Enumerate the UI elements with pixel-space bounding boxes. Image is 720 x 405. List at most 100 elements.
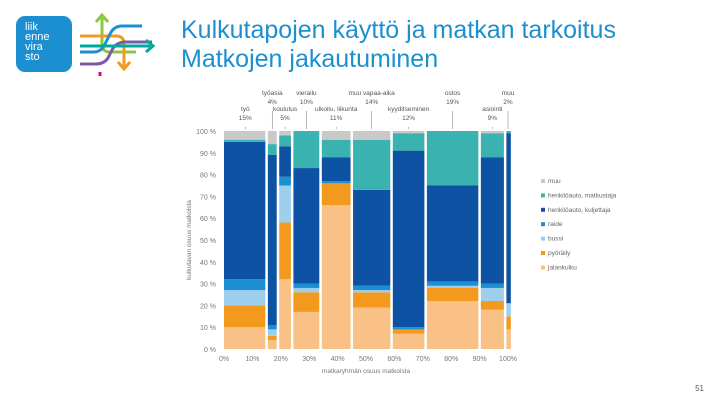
bar-segment-raide — [293, 283, 320, 288]
x-tick-label: 70% — [416, 356, 430, 363]
category-label: vierailu — [296, 90, 317, 97]
category-share-label: 2% — [503, 99, 513, 106]
category-share-label: 14% — [365, 99, 378, 106]
logo-line-3: vira — [25, 41, 43, 53]
bar-segment-henkiloauto_kuljettaja — [480, 157, 504, 284]
logo-line-4: sto — [25, 51, 40, 63]
bar-segment-henkiloauto_matkustaja — [321, 139, 351, 158]
bar-segment-jalankulku — [392, 333, 425, 349]
bar-segment-polkupyora — [267, 335, 277, 341]
category-label: työasia — [262, 90, 283, 97]
bar-segment-polkupyora — [392, 329, 425, 334]
legend-swatch-muu — [541, 179, 545, 183]
bar-segment-henkiloauto_kuljettaja — [353, 189, 391, 286]
y-tick-label: 0 % — [204, 347, 216, 354]
bar-segment-bussi — [267, 329, 277, 336]
bar-segment-bussi — [506, 303, 511, 317]
legend-label: raide — [548, 221, 563, 228]
category-share-label: 4% — [268, 99, 278, 106]
bar-segment-henkiloauto_kuljettaja — [279, 146, 291, 177]
bar-segment-muu — [321, 131, 351, 140]
legend-swatch-henkiloauto_kuljettaja — [541, 207, 545, 212]
x-tick-label: 100% — [499, 356, 517, 363]
page-number: 51 — [695, 384, 704, 393]
bar-segment-jalankulku — [224, 327, 266, 349]
bar-segment-polkupyora — [506, 316, 511, 330]
bar-segment-jalankulku — [267, 340, 277, 349]
bar-segment-jalankulku — [506, 329, 511, 349]
bar-segment-polkupyora — [279, 222, 291, 280]
legend-swatch-jalankulku — [541, 265, 545, 270]
x-tick-label: 50% — [359, 356, 373, 363]
category-share-label: 9% — [488, 115, 498, 122]
slide-title: Kulkutapojen käyttö ja matkan tarkoitus … — [181, 16, 616, 74]
logo-line-1: liik — [25, 21, 38, 33]
bar-segment-henkiloauto_matkustaja — [279, 135, 291, 147]
bar-segment-raide — [321, 181, 351, 184]
bar-segment-bussi — [224, 290, 266, 306]
bar-segment-henkiloauto_kuljettaja — [267, 154, 277, 326]
bar-segment-raide — [480, 283, 504, 288]
bar-segment-henkiloauto_matkustaja — [506, 131, 511, 134]
bar-segment-jalankulku — [279, 279, 291, 349]
bar-segment-jalankulku — [480, 309, 504, 349]
x-tick-label: 0% — [219, 356, 229, 363]
y-tick-label: 50 % — [200, 238, 216, 245]
bar-segment-henkiloauto_kuljettaja — [224, 141, 266, 280]
y-tick-label: 70 % — [200, 194, 216, 201]
bar-segment-raide — [392, 327, 425, 330]
bar-segment-polkupyora — [293, 292, 320, 312]
x-tick-label: 80% — [444, 356, 458, 363]
legend-swatch-henkiloauto_matkustaja — [541, 193, 545, 198]
bar-segment-polkupyora — [353, 292, 391, 308]
bar-segment-jalankulku — [321, 205, 351, 349]
bar-segment-muu — [392, 131, 425, 134]
y-tick-label: 60 % — [200, 216, 216, 223]
bar-segment-polkupyora — [480, 301, 504, 310]
bar-segment-henkiloauto_matkustaja — [224, 139, 266, 142]
category-label: ulkoilu, liikunta — [315, 106, 358, 113]
category-share-label: 5% — [280, 115, 290, 122]
bar-segment-bussi — [293, 287, 320, 293]
bar-segment-muu — [224, 131, 266, 140]
y-tick-label: 40 % — [200, 260, 216, 267]
bar-segment-polkupyora — [321, 183, 351, 206]
bar-segment-jalankulku — [293, 311, 320, 349]
title-line-2: Matkojen jakautuminen — [181, 45, 439, 73]
title-line-1: Kulkutapojen käyttö ja matkan tarkoitus — [181, 16, 616, 44]
logo-line-2: enne — [25, 31, 50, 43]
category-label: asiointi — [482, 106, 502, 113]
y-tick-label: 10 % — [200, 325, 216, 332]
category-label: työ — [241, 106, 250, 113]
x-tick-label: 20% — [274, 356, 288, 363]
x-tick-label: 30% — [302, 356, 316, 363]
category-label: ostos — [445, 90, 461, 97]
y-tick-label: 80 % — [200, 173, 216, 180]
bar-segment-bussi — [426, 285, 479, 288]
bar-segment-raide — [224, 279, 266, 291]
legend-swatch-raide — [541, 222, 545, 227]
legend-swatch-polkupyora — [541, 251, 545, 255]
legend-label: henkilöauto, kuljettaja — [548, 207, 611, 214]
bar-segment-muu — [267, 131, 277, 145]
x-tick-label: 10% — [245, 356, 259, 363]
category-label: koulutus — [273, 106, 298, 113]
bar-segment-muu — [353, 131, 391, 140]
legend-label: jalankulku — [547, 264, 577, 271]
bar-segment-henkiloauto_kuljettaja — [506, 133, 511, 304]
x-tick-label: 90% — [473, 356, 487, 363]
bar-segment-henkiloauto_matkustaja — [267, 144, 277, 155]
legend-label: henkilöauto, matkustaja — [548, 192, 617, 199]
category-label: kyyditseminen — [388, 106, 430, 113]
bar-segment-raide — [279, 176, 291, 186]
bar-segment-henkiloauto_kuljettaja — [426, 185, 479, 282]
bar-segment-jalankulku — [353, 307, 391, 349]
bar-segment-henkiloauto_kuljettaja — [321, 157, 351, 182]
y-tick-label: 90 % — [200, 151, 216, 158]
bar-segment-muu — [279, 131, 291, 136]
bar-segment-polkupyora — [224, 305, 266, 328]
y-tick-label: 20 % — [200, 303, 216, 310]
bar-segment-henkiloauto_kuljettaja — [392, 150, 425, 328]
x-tick-label: 60% — [387, 356, 401, 363]
